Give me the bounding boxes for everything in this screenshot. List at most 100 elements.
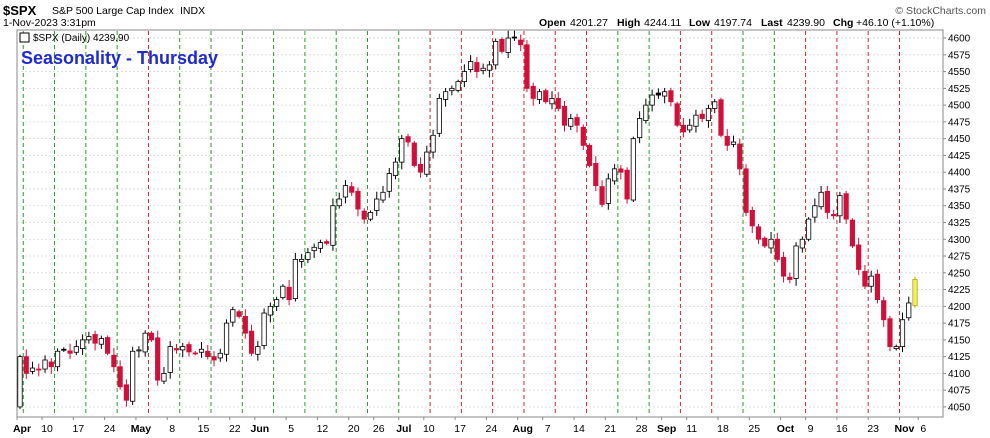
candle-body	[299, 258, 305, 262]
candle-body	[236, 311, 242, 317]
candle-body	[774, 238, 780, 260]
candle-body	[442, 91, 449, 100]
last-label: Last	[761, 17, 783, 29]
candle	[142, 330, 148, 357]
candle	[336, 192, 342, 209]
candle	[687, 118, 693, 133]
candle-body	[161, 373, 167, 382]
datetime-label: 1-Nov-2023 3:31pm	[3, 17, 96, 29]
candle-body	[712, 101, 718, 109]
candle-body	[749, 210, 755, 227]
candle-body	[424, 151, 430, 175]
candle-body	[386, 173, 392, 192]
x-tick-label: 17	[72, 423, 84, 435]
candle-body	[611, 168, 618, 182]
legend-label: $SPX (Daily) 4239.90	[33, 33, 130, 44]
candle-body	[699, 113, 705, 119]
candle	[755, 223, 762, 244]
candle	[148, 331, 155, 342]
candle	[806, 217, 812, 242]
candle-body	[280, 285, 286, 299]
y-tick-label: 4125	[948, 352, 971, 363]
candle	[98, 335, 104, 349]
candle-body	[856, 244, 862, 270]
candle-body	[655, 92, 661, 96]
chg-value: +46.10 (+1.10%)	[856, 17, 934, 29]
candle	[480, 63, 486, 75]
candle	[549, 91, 555, 110]
candle-body	[148, 332, 155, 341]
candle	[73, 340, 79, 356]
candle-body	[580, 126, 586, 146]
candle-body	[718, 99, 724, 136]
candle	[712, 98, 718, 114]
candle	[242, 309, 248, 339]
candle	[361, 208, 367, 224]
candle-body	[511, 36, 518, 39]
candle-body	[405, 136, 411, 143]
candle	[111, 348, 117, 373]
candle-body	[92, 334, 98, 344]
candle	[86, 331, 92, 344]
candle	[605, 173, 611, 210]
candle-body	[793, 245, 799, 279]
candle-body	[436, 98, 442, 134]
x-tick-label: 25	[748, 423, 760, 435]
candle	[493, 38, 499, 70]
x-tick-label: 7	[545, 423, 551, 435]
candle	[749, 206, 755, 234]
candle	[561, 100, 568, 132]
candle	[105, 335, 111, 356]
candle-body	[142, 332, 148, 353]
candle-body	[518, 39, 524, 46]
candle	[837, 191, 843, 224]
candle	[530, 82, 536, 106]
watermark: © StockCharts.com	[895, 5, 986, 17]
candle-body	[687, 124, 693, 131]
candle-body	[630, 138, 636, 201]
candle	[468, 55, 474, 73]
exchange-label: INDX	[180, 5, 205, 17]
x-tick-label: 20	[348, 423, 360, 435]
candle	[818, 185, 824, 210]
candle	[54, 348, 61, 372]
candle-body	[17, 356, 23, 408]
candle	[173, 343, 180, 354]
candle-body	[543, 90, 549, 103]
high-value: 4244.11	[644, 17, 681, 29]
candle-body	[449, 87, 455, 92]
candle-body	[411, 142, 417, 166]
candle-body	[23, 356, 29, 374]
weekly-seasonality-lines	[22, 31, 900, 416]
candle-body	[392, 161, 399, 176]
x-tick-label: 8	[169, 423, 175, 435]
candle-body	[524, 44, 530, 89]
candle	[61, 347, 67, 352]
candle	[274, 296, 280, 311]
candle-body	[574, 117, 580, 126]
candle	[718, 97, 724, 138]
x-tick-label: 24	[486, 423, 498, 435]
candle	[793, 242, 799, 286]
x-tick-label: 5	[288, 423, 294, 435]
candle	[843, 190, 849, 224]
candle	[624, 167, 630, 204]
candle-body	[493, 41, 499, 66]
candle-body	[862, 271, 868, 287]
candle-body	[674, 103, 680, 126]
candle-body	[342, 185, 349, 198]
candle-body	[755, 226, 762, 240]
candle	[280, 284, 286, 300]
candle	[524, 40, 530, 93]
candle-body	[217, 352, 223, 359]
candle-body	[599, 186, 605, 205]
candle	[849, 218, 856, 248]
candle	[167, 341, 173, 379]
candle	[130, 346, 136, 405]
candle	[186, 341, 192, 357]
candle-body	[242, 315, 248, 334]
y-tick-label: 4450	[948, 134, 971, 145]
candle	[436, 93, 442, 138]
x-tick-label: Nov	[895, 423, 915, 435]
y-tick-label: 4200	[948, 302, 971, 313]
